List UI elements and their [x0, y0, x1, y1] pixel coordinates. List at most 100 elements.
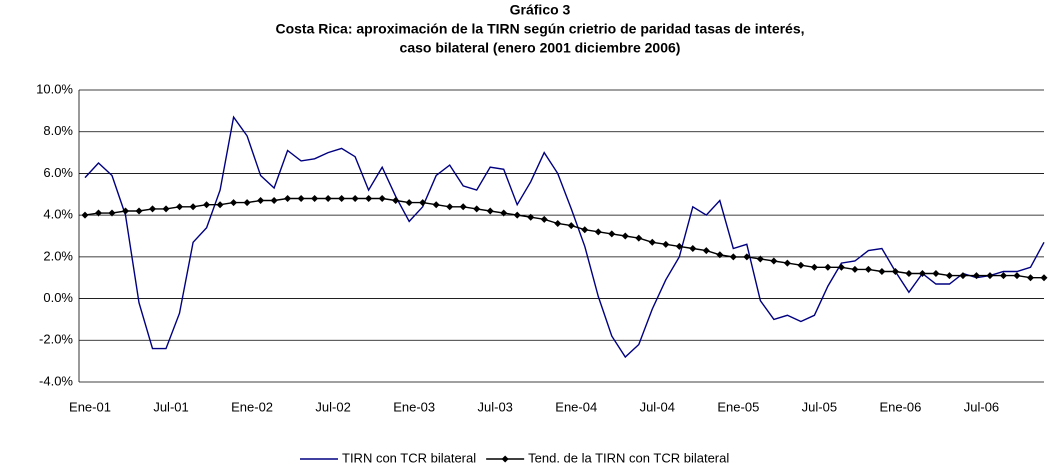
chart-subtitle: caso bilateral (enero 2001 diciembre 200… [400, 40, 681, 56]
point-marker [81, 211, 89, 219]
point-marker [473, 205, 481, 213]
point-marker [176, 203, 184, 211]
point-marker [108, 209, 116, 217]
y-tick-label: 8.0% [43, 123, 73, 138]
point-marker [1013, 272, 1021, 280]
point-marker [675, 242, 683, 250]
legend-marker [501, 455, 509, 463]
x-tick-label: Jul-01 [153, 399, 188, 414]
point-marker [1026, 274, 1034, 282]
point-marker [324, 194, 332, 202]
point-marker [635, 234, 643, 242]
point-marker [95, 209, 103, 217]
y-tick-label: 4.0% [43, 207, 73, 222]
series-line [84, 197, 1044, 279]
point-marker [392, 197, 400, 205]
point-marker [351, 194, 359, 202]
point-marker [945, 272, 953, 280]
point-marker [284, 194, 292, 202]
point-marker [243, 199, 251, 207]
point-marker [756, 255, 764, 263]
point-marker [419, 199, 427, 207]
point-marker [432, 201, 440, 209]
point-marker [270, 197, 278, 205]
x-tick-label: Jul-06 [964, 399, 999, 414]
point-marker [203, 201, 211, 209]
x-tick-label: Jul-03 [478, 399, 513, 414]
point-marker [851, 265, 859, 273]
point-marker [972, 272, 980, 280]
point-marker [824, 263, 832, 271]
point-marker [216, 201, 224, 209]
point-marker [446, 203, 454, 211]
point-marker [662, 240, 670, 248]
point-marker [810, 263, 818, 271]
x-tick-label: Jul-02 [315, 399, 350, 414]
point-marker [297, 194, 305, 202]
point-marker [365, 194, 373, 202]
chart-subtitle: Costa Rica: aproximación de la TIRN segú… [275, 21, 804, 37]
point-marker [959, 272, 967, 280]
x-tick-label: Ene-04 [555, 399, 597, 414]
y-tick-label: 0.0% [43, 290, 73, 305]
point-marker [891, 267, 899, 275]
point-marker [878, 267, 886, 275]
point-marker [716, 251, 724, 259]
point-marker [702, 247, 710, 255]
point-marker [405, 199, 413, 207]
point-marker [122, 207, 130, 215]
legend-label: Tend. de la TIRN con TCR bilateral [528, 450, 729, 465]
point-marker [608, 230, 616, 238]
point-marker [689, 245, 697, 253]
point-marker [986, 272, 994, 280]
x-tick-label: Jul-04 [640, 399, 675, 414]
point-marker [581, 226, 589, 234]
point-marker [918, 270, 926, 278]
point-marker [230, 199, 238, 207]
point-marker [540, 215, 548, 223]
chart-title: Gráfico 3 [510, 2, 571, 18]
point-marker [567, 222, 575, 230]
point-marker [257, 197, 265, 205]
point-marker [378, 194, 386, 202]
point-marker [486, 207, 494, 215]
point-marker [864, 265, 872, 273]
point-marker [743, 253, 751, 261]
x-tick-label: Ene-05 [717, 399, 759, 414]
x-tick-label: Ene-06 [879, 399, 921, 414]
point-marker [338, 194, 346, 202]
point-marker [459, 203, 467, 211]
point-marker [527, 213, 535, 221]
point-marker [648, 238, 656, 246]
point-marker [594, 228, 602, 236]
y-tick-label: 2.0% [43, 248, 73, 263]
x-tick-label: Ene-02 [231, 399, 273, 414]
point-marker [189, 203, 197, 211]
point-marker [999, 272, 1007, 280]
point-marker [311, 194, 319, 202]
point-marker [783, 259, 791, 267]
y-tick-label: 6.0% [43, 165, 73, 180]
series-line [84, 115, 1045, 359]
point-marker [729, 253, 737, 261]
y-tick-label: -4.0% [39, 373, 73, 388]
point-marker [554, 219, 562, 227]
point-marker [770, 257, 778, 265]
y-tick-label: 10.0% [36, 81, 73, 96]
point-marker [837, 263, 845, 271]
x-tick-label: Ene-01 [69, 399, 111, 414]
point-marker [149, 205, 157, 213]
x-tick-label: Jul-05 [802, 399, 837, 414]
point-marker [135, 207, 143, 215]
point-marker [932, 270, 940, 278]
point-marker [797, 261, 805, 269]
y-tick-label: -2.0% [39, 332, 73, 347]
x-tick-label: Ene-03 [393, 399, 435, 414]
point-marker [905, 270, 913, 278]
point-marker [621, 232, 629, 240]
point-marker [500, 209, 508, 217]
legend-label: TIRN con TCR bilateral [342, 450, 476, 465]
point-marker [513, 211, 521, 219]
